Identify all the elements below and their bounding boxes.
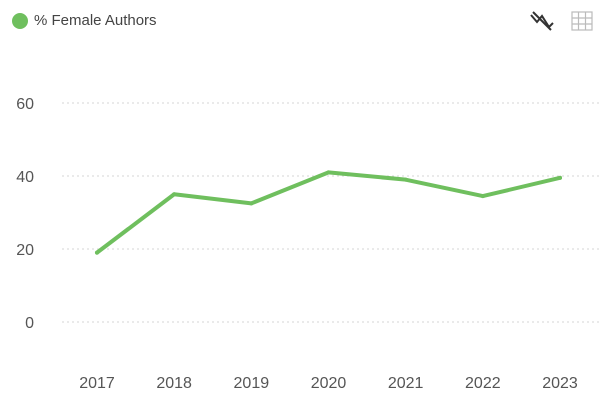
legend-item[interactable]: % Female Authors [12, 12, 157, 29]
chart-toolbar [529, 8, 595, 34]
data-point[interactable] [558, 175, 562, 180]
y-axis-ticks: 0 20 40 60 [16, 96, 34, 332]
x-tick-label: 2021 [388, 375, 424, 392]
y-tick-label: 40 [16, 169, 34, 186]
data-point[interactable] [172, 192, 177, 197]
grid-lines [62, 102, 600, 323]
line-chart-toggle-button[interactable] [529, 8, 555, 34]
legend-label: % Female Authors [34, 12, 157, 29]
x-tick-label: 2022 [465, 375, 501, 392]
y-tick-label: 20 [16, 242, 34, 259]
legend-swatch [12, 12, 28, 29]
x-tick-label: 2020 [311, 375, 347, 392]
data-point[interactable] [249, 201, 254, 206]
data-point[interactable] [95, 250, 99, 255]
data-point[interactable] [480, 194, 485, 199]
series-layer [95, 170, 562, 255]
x-axis-ticks: 2017 2018 2019 2020 2021 2022 2023 [79, 375, 578, 392]
x-tick-label: 2017 [79, 375, 115, 392]
x-tick-label: 2019 [234, 375, 270, 392]
x-tick-label: 2018 [156, 375, 192, 392]
data-point[interactable] [326, 170, 331, 175]
data-point[interactable] [403, 177, 408, 182]
y-tick-label: 0 [25, 315, 34, 332]
table-view-icon [571, 11, 593, 31]
y-tick-label: 60 [16, 96, 34, 113]
x-tick-label: 2023 [542, 375, 578, 392]
series-line[interactable] [95, 170, 562, 255]
table-view-button[interactable] [569, 8, 595, 34]
line-chart-toggle-icon [530, 11, 554, 31]
